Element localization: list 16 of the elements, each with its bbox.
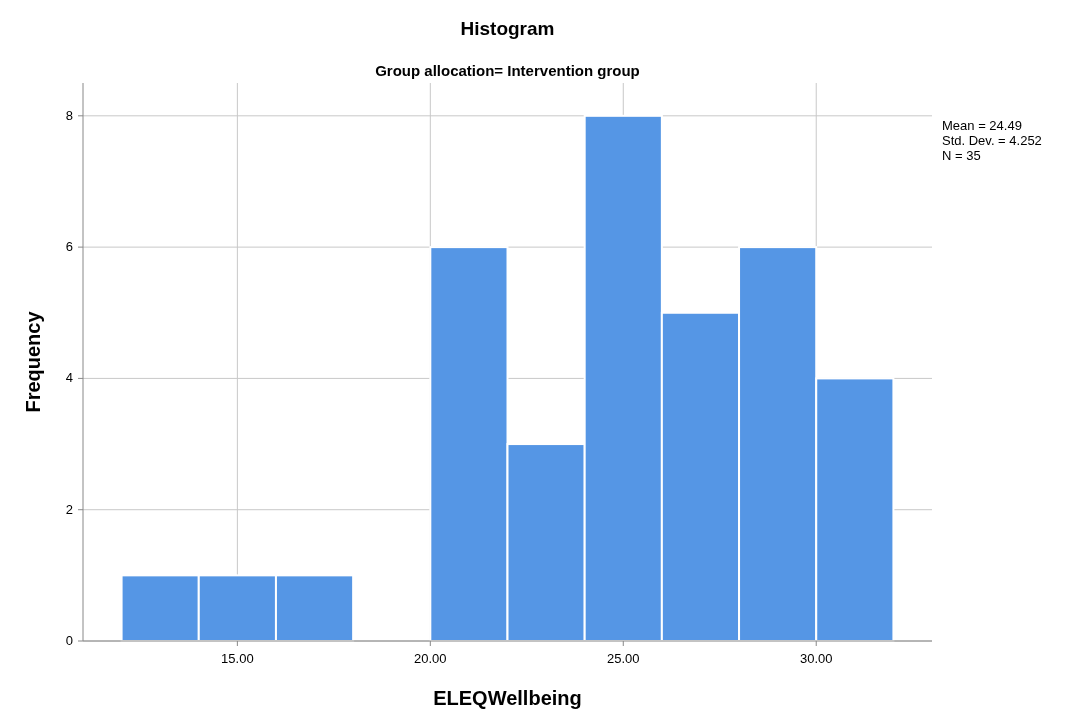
y-axis-title: Frequency [22,310,44,413]
x-tick-label: 15.00 [221,651,254,666]
x-axis-title: ELEQWellbeing [433,687,582,709]
chart-subtitle: Group allocation= Intervention group [375,62,640,79]
y-tick-label: 0 [65,633,73,648]
y-tick-label: 6 [65,239,73,255]
x-tick-label: 30.00 [799,651,833,666]
x-tick-label: 20.00 [414,651,447,666]
y-tick-label: 4 [65,370,73,386]
x-tick-label: 25.00 [607,651,640,666]
text: Mean = 24.49 [942,118,1022,133]
y-tick-label: 8 [65,107,73,123]
chart-title: Histogram [460,18,555,39]
text: N = 35 [942,148,981,163]
y-tick-label: 2 [65,501,73,517]
text: Std. Dev. = 4.252 [942,133,1042,148]
